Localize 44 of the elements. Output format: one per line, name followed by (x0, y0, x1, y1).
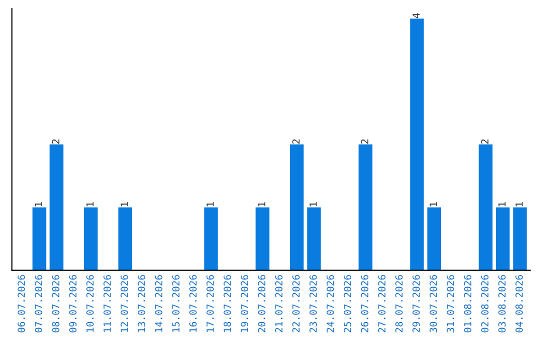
data-label: 1 (120, 202, 128, 206)
data-label: 2 (481, 139, 488, 144)
data-label: 2 (292, 139, 300, 144)
x-tick-label: 27.07.2026 (378, 275, 386, 332)
x-tick-label: 08.07.2026 (52, 275, 60, 332)
x-tick-label: 13.07.2026 (138, 275, 146, 332)
data-label: 1 (498, 202, 506, 206)
data-label: 1 (34, 202, 42, 206)
x-tick-label: 28.07.2026 (395, 275, 403, 332)
data-label: 1 (516, 202, 523, 206)
data-label: 4 (412, 13, 420, 18)
x-tick-label: 22.07.2026 (292, 275, 300, 332)
x-tick-label: 26.07.2026 (360, 275, 368, 332)
x-tick-label: 25.07.2026 (344, 275, 352, 332)
x-tick-label: 29.07.2026 (412, 275, 420, 332)
x-tick-label: 06.07.2026 (18, 275, 26, 332)
x-tick-label: 23.07.2026 (309, 275, 317, 332)
x-tick-label: 12.07.2026 (120, 275, 128, 332)
data-label: 2 (52, 139, 60, 144)
x-tick-label: 31.07.2026 (446, 275, 454, 332)
data-label: 1 (258, 202, 266, 206)
data-label: 1 (310, 202, 317, 206)
x-tick-label: 02.08.2026 (481, 275, 488, 332)
data-label: 1 (86, 202, 94, 206)
data-label: 1 (206, 202, 214, 206)
x-tick-label: 20.07.2026 (258, 275, 266, 332)
x-tick-label: 30.07.2026 (430, 275, 437, 332)
x-tick-label: 10.07.2026 (86, 275, 94, 332)
x-tick-label: 09.07.2026 (69, 275, 77, 332)
x-tick-label: 14.07.2026 (154, 275, 162, 332)
data-label: 2 (360, 139, 368, 144)
x-tick-label: 11.07.2026 (104, 275, 111, 332)
x-tick-label: 03.08.2026 (498, 275, 506, 332)
x-tick-label: 04.08.2026 (515, 275, 523, 332)
x-tick-label: 21.07.2026 (275, 275, 283, 332)
x-tick-label: 16.07.2026 (189, 275, 197, 332)
x-tick-label: 18.07.2026 (224, 275, 232, 332)
data-label: 1 (430, 202, 437, 206)
x-tick-label: 07.07.2026 (34, 275, 42, 332)
x-tick-label: 15.07.2026 (172, 275, 180, 332)
x-tick-label: 17.07.2026 (206, 275, 214, 332)
x-tick-label: 01.08.2026 (464, 275, 472, 332)
x-tick-label: 19.07.2026 (240, 275, 248, 332)
x-tick-label: 24.07.2026 (326, 275, 334, 332)
